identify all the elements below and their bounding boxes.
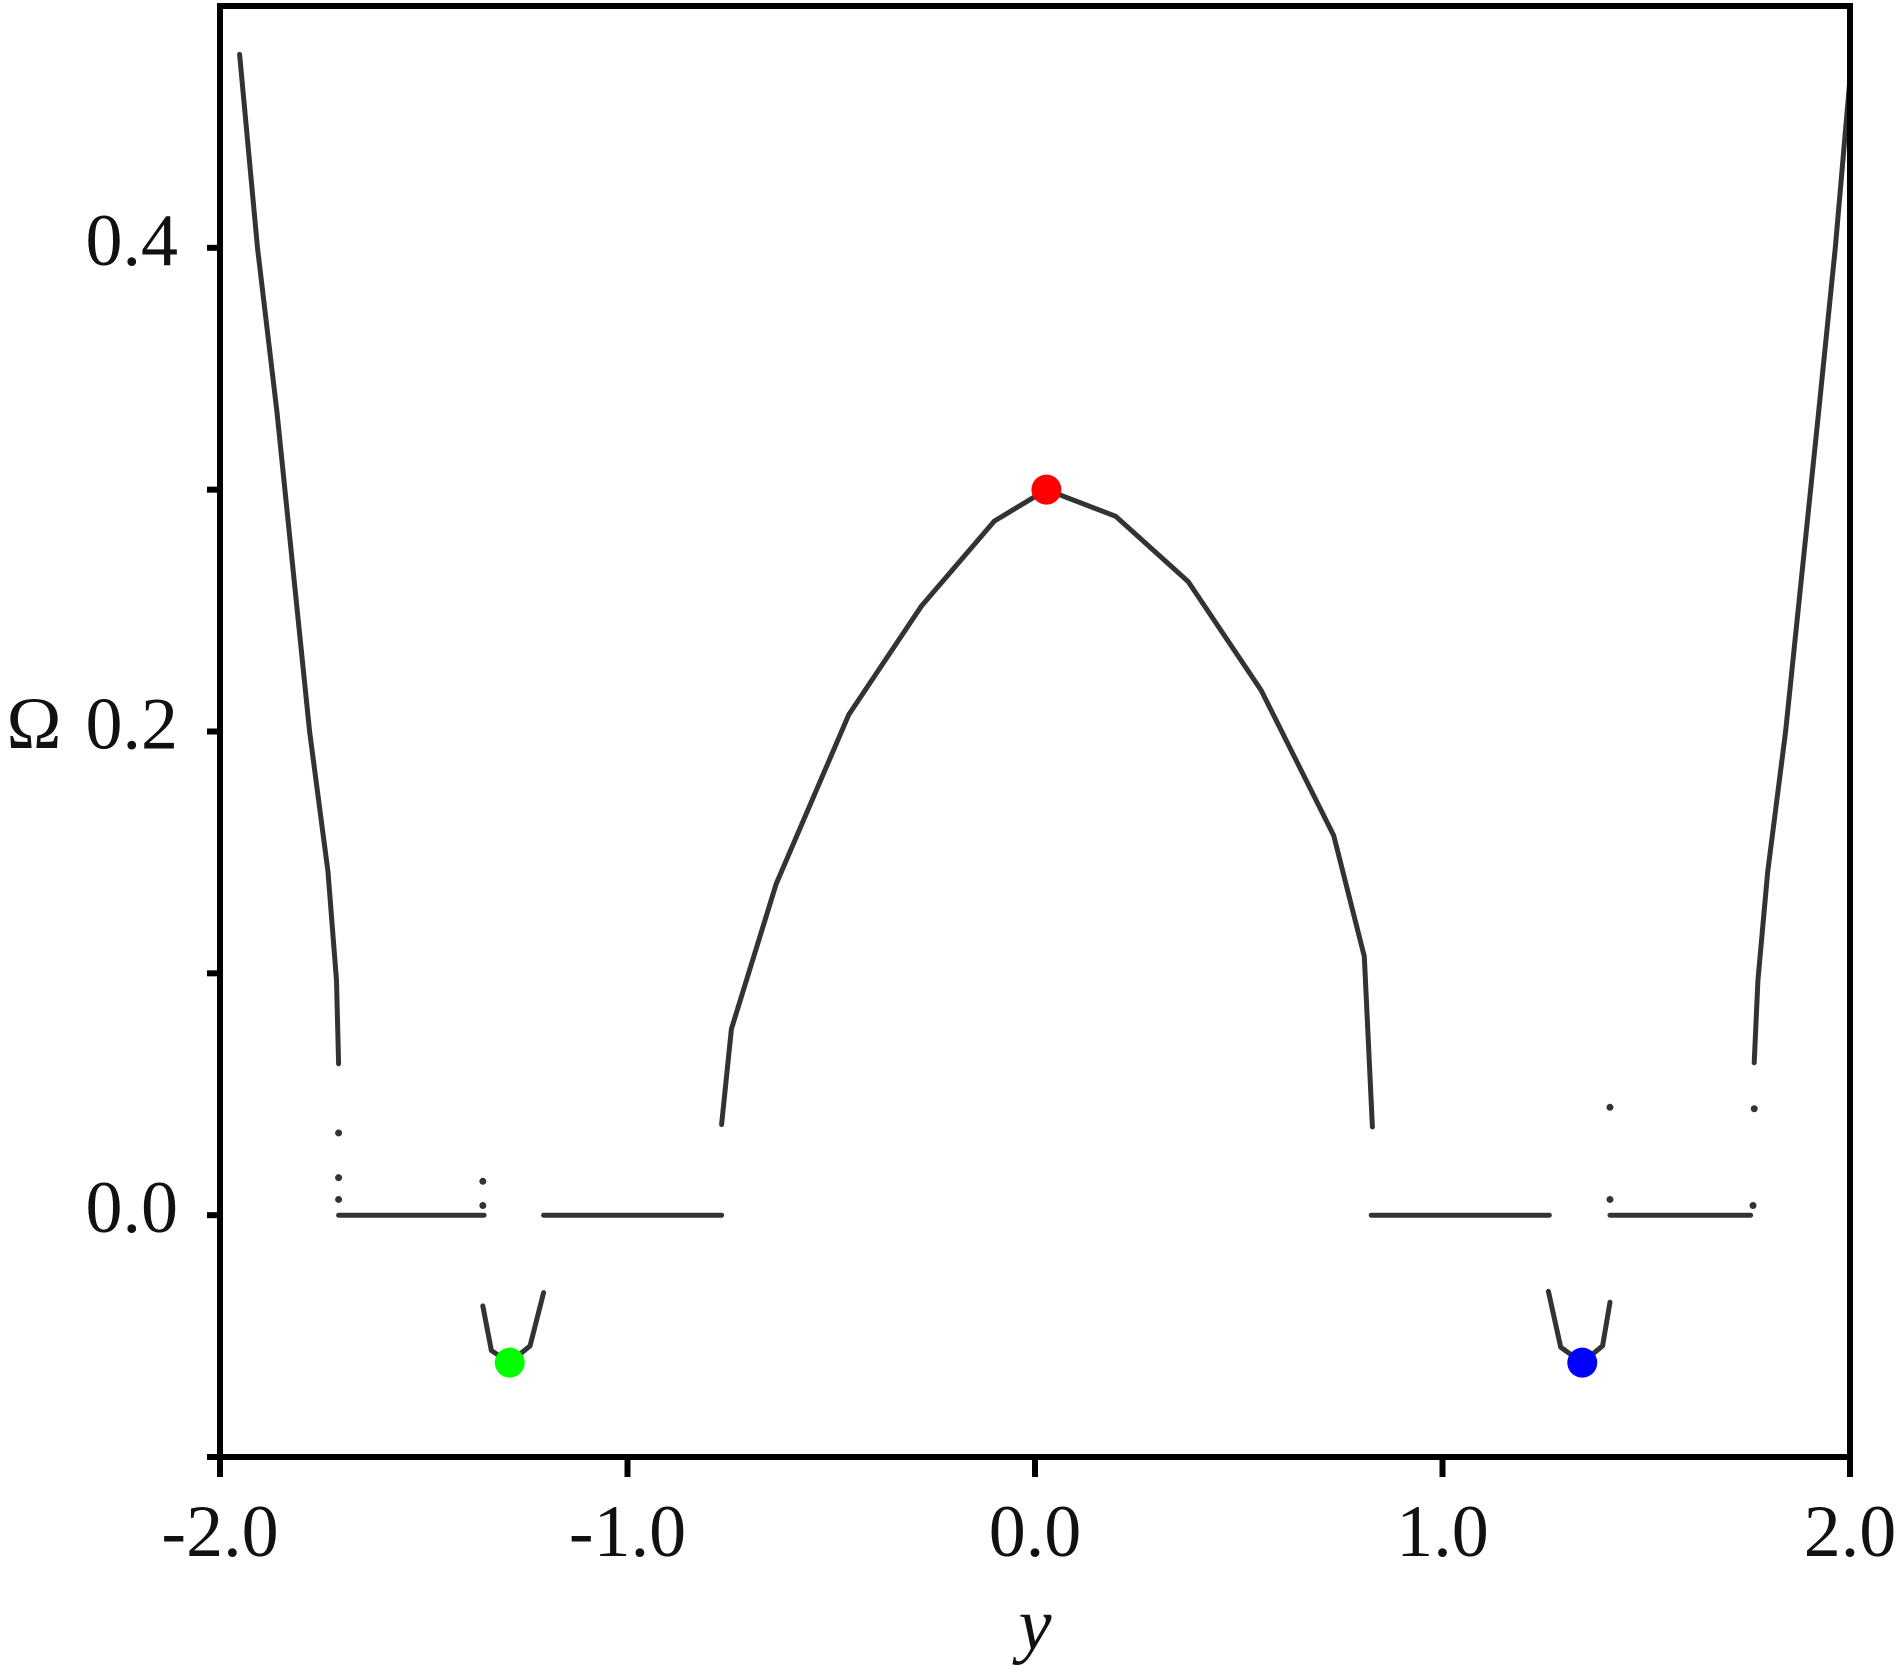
plot-frame bbox=[217, 3, 1853, 1460]
highlight-point bbox=[1031, 474, 1062, 505]
point bbox=[335, 1129, 343, 1137]
y-tick-label: 0.4 bbox=[86, 200, 179, 282]
point bbox=[1750, 1105, 1758, 1113]
x-tick-label: -2.0 bbox=[161, 1491, 278, 1573]
x-tick-label: 2.0 bbox=[1804, 1491, 1897, 1573]
point bbox=[479, 1177, 487, 1185]
x-tick-label: -1.0 bbox=[569, 1491, 686, 1573]
point bbox=[335, 1174, 343, 1182]
point bbox=[1606, 1103, 1614, 1111]
y-axis-label: Ω bbox=[7, 683, 62, 765]
y-tick-label: 0.0 bbox=[86, 1167, 179, 1249]
point bbox=[335, 1195, 343, 1203]
highlight-point bbox=[1567, 1347, 1598, 1378]
y-tick-label: 0.2 bbox=[86, 683, 179, 765]
x-tick-label: 0.0 bbox=[989, 1491, 1082, 1573]
curve bbox=[1751, 76, 1853, 1066]
x-tick-label: 1.0 bbox=[1396, 1491, 1489, 1573]
x-axis-label: y bbox=[1012, 1584, 1052, 1666]
point bbox=[1606, 1195, 1614, 1203]
point bbox=[1749, 1201, 1757, 1209]
curve bbox=[237, 51, 342, 1067]
highlight-point bbox=[494, 1347, 525, 1378]
curve bbox=[719, 487, 1375, 1130]
point bbox=[479, 1201, 487, 1209]
